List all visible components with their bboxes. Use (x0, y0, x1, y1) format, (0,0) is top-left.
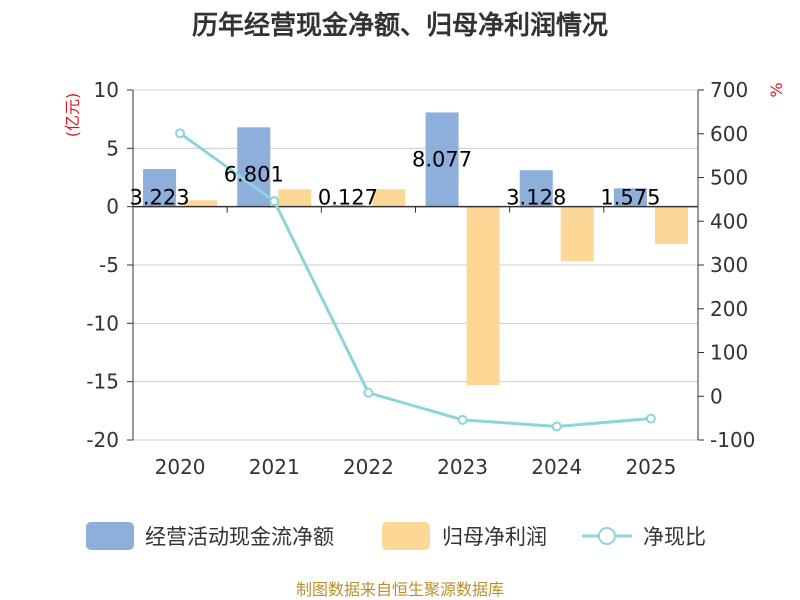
net-profit-bar (372, 189, 406, 207)
left-tick-label: 5 (106, 136, 119, 160)
ratio-point (363, 387, 374, 398)
left-tick-label: -5 (99, 253, 119, 277)
left-tick-label: -10 (86, 311, 119, 335)
right-tick-label: 500 (710, 166, 748, 190)
category-label: 2025 (625, 455, 676, 479)
axes: 10 5 0 -5 -10 -15 -20 700 600 500 400 300 200 100 0 -10… (86, 78, 755, 479)
cash-flow-bar (613, 188, 647, 207)
right-tick-label: -100 (710, 428, 755, 452)
grid-lines (133, 89, 698, 441)
cash-flow-data-label: 6.801 (224, 162, 284, 186)
legend-swatch-net-profit (382, 522, 430, 550)
category-label: 2020 (155, 455, 206, 479)
legend-label-ratio: 净现比 (643, 525, 706, 549)
right-tick-label: 300 (710, 253, 748, 277)
ratio-line-layer (175, 128, 656, 432)
legend-swatch-cash-flow (86, 522, 134, 550)
cash-flow-data-label: 3.128 (506, 186, 566, 210)
right-axis-unit: % (767, 82, 786, 97)
bars (143, 112, 688, 386)
category-label: 2021 (249, 455, 300, 479)
right-tick-label: 100 (710, 341, 748, 365)
left-tick-label: -15 (86, 370, 119, 394)
left-tick-label: 0 (106, 195, 119, 219)
right-tick-label: 400 (710, 209, 748, 233)
left-tick-label: 10 (94, 78, 119, 102)
ratio-point (175, 128, 186, 139)
net-profit-bar (466, 206, 500, 386)
chart-title: 历年经营现金净额、归母净利润情况 (192, 10, 608, 41)
cash-flow-bar (425, 112, 459, 207)
cash-flow-data-label: 8.077 (412, 147, 472, 171)
source-note: 制图数据来自恒生聚源数据库 (296, 580, 504, 599)
right-tick-label: 0 (710, 384, 723, 408)
category-label: 2022 (343, 455, 394, 479)
category-label: 2024 (531, 455, 582, 479)
left-tick-label: -20 (86, 428, 119, 452)
ratio-line (179, 132, 652, 428)
ratio-point (269, 196, 280, 207)
net-profit-bar (560, 206, 594, 262)
legend-label-net-profit: 归母净利润 (442, 525, 547, 549)
cash-flow-bar (143, 169, 177, 207)
net-profit-bar (654, 206, 688, 244)
data-labels: 3.223 6.801 0.127 8.077 3.128 1.575 (130, 147, 661, 209)
category-label: 2023 (437, 455, 488, 479)
net-profit-bar (278, 189, 312, 207)
legend[interactable]: 经营活动现金流净额 归母净利润 净现比 (86, 522, 706, 550)
right-tick-label: 700 (710, 78, 748, 102)
left-axis-unit: (亿元) (63, 93, 82, 138)
ratio-point (457, 414, 468, 425)
right-tick-label: 200 (710, 297, 748, 321)
right-tick-label: 600 (710, 122, 748, 146)
ratio-point (551, 421, 562, 432)
ratio-point (645, 413, 656, 424)
cash-flow-data-label: 3.223 (130, 186, 190, 210)
cash-flow-data-label: 0.127 (318, 186, 378, 210)
legend-marker-ratio (598, 527, 616, 545)
cash-flow-data-label: 1.575 (600, 186, 660, 210)
cash-flow-bar (519, 170, 553, 207)
net-profit-bar (184, 200, 218, 207)
legend-label-cash-flow: 经营活动现金流净额 (145, 525, 334, 549)
